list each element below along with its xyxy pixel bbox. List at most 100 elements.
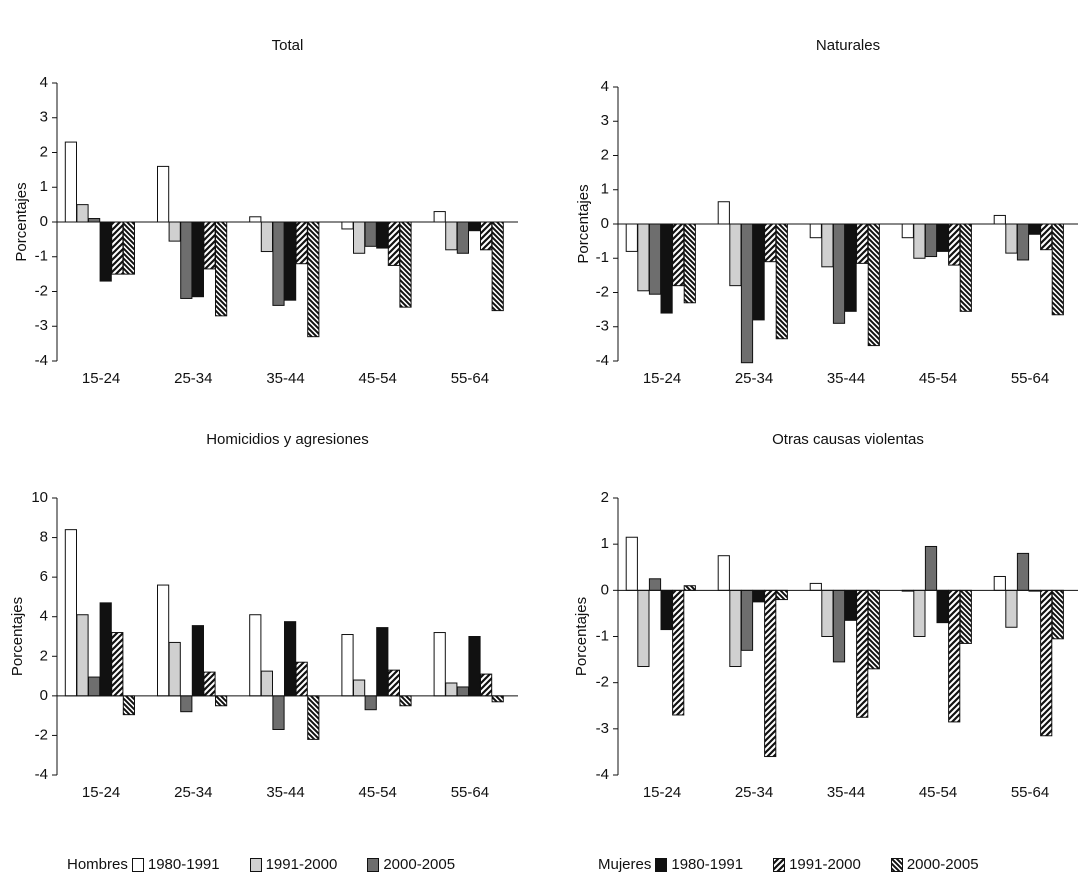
bar-35-44-series-1 [809, 223, 822, 239]
y-tick-label: -3 [596, 720, 609, 737]
chart-panel-1: Total Porcentajes -4 -3 -2 -1 0 1 2 3 4 15-24 25-34 3… [13, 37, 518, 387]
bar-55-64-series-6 [491, 695, 504, 703]
bar-35-44-series-1 [249, 614, 262, 697]
legend-item-hombres-1980-1991: 1980-1991 [131, 856, 220, 873]
bar-45-54-series-1 [901, 223, 914, 239]
legend-item-hombres-2000-2005: 2000-2005 [367, 856, 455, 873]
bar-55-64-series-5 [1040, 223, 1053, 251]
x-tick-label: 15-24 [643, 784, 681, 801]
bar-35-44-series-3 [832, 589, 846, 663]
y-tick-label: -2 [596, 283, 609, 300]
bar-45-54-series-1 [341, 634, 354, 697]
bar-35-44-series-2 [821, 223, 834, 268]
legend-mujeres-label: Mujeres [598, 856, 652, 873]
bar-25-34-series-1 [157, 584, 170, 697]
bar-45-54-series-3 [364, 695, 377, 711]
x-tick-label: 15-24 [643, 370, 681, 387]
chart-title: Total [272, 37, 304, 54]
legend-item-hombres-1991-2000: 1991-2000 [249, 856, 337, 873]
bar-55-64-series-1 [433, 211, 446, 223]
x-tick-label: 55-64 [451, 784, 489, 801]
bar-35-44-series-2 [260, 670, 273, 697]
bar-55-64-series-5 [480, 673, 493, 697]
y-tick-label: -4 [596, 352, 609, 369]
legend-swatch-white [131, 857, 144, 872]
bar-35-44-series-6 [307, 695, 320, 740]
bar-15-24-series-4 [660, 589, 673, 631]
bar-55-64-series-1 [993, 575, 1006, 591]
legend-text: 2000-2005 [906, 856, 979, 873]
y-tick-label: -3 [596, 318, 609, 335]
bar-55-64-series-4 [468, 636, 481, 697]
bar-55-64-series-2 [445, 221, 458, 251]
legend-swatch-fine-hatch [890, 857, 903, 872]
bar-25-34-series-1 [717, 555, 730, 591]
legend-mujeres: Mujeres 1980-1991 1991-2000 2000-2005 [598, 856, 979, 873]
x-tick-label: 25-34 [174, 784, 212, 801]
y-tick-label: 1 [40, 178, 48, 195]
y-tick-label: -2 [35, 726, 48, 743]
bar-35-44-series-5 [295, 661, 308, 697]
y-tick-label: 6 [40, 568, 48, 585]
chart-title: Homicidios y agresiones [206, 431, 369, 448]
legend-swatch-darkgray [367, 857, 380, 872]
bar-25-34-series-1 [717, 201, 730, 225]
chart-title: Naturales [816, 37, 880, 54]
bar-35-44-series-3 [272, 221, 285, 306]
bar-55-64-series-3 [1016, 552, 1030, 591]
bar-25-34-series-2 [168, 641, 181, 697]
bar-55-64-series-6 [491, 221, 504, 312]
bar-15-24-series-6 [683, 585, 696, 591]
y-axis-label: Porcentajes [573, 597, 590, 676]
bar-45-54-series-5 [387, 669, 400, 697]
bar-25-34-series-2 [729, 589, 742, 668]
y-tick-label: 4 [40, 608, 48, 625]
bar-25-34-series-1 [157, 165, 170, 223]
bar-25-34-series-3 [740, 223, 754, 364]
bar-55-64-series-2 [445, 682, 458, 697]
y-tick-label: 8 [40, 529, 48, 546]
bar-35-44-series-4 [844, 589, 857, 621]
bar-35-44-series-5 [295, 221, 308, 265]
legend-text: 1980-1991 [147, 856, 220, 873]
bar-45-54-series-4 [936, 589, 949, 624]
bar-55-64-series-3 [456, 686, 469, 697]
y-axis-label: Porcentajes [575, 184, 592, 263]
x-tick-label: 45-54 [359, 370, 397, 387]
y-tick-label: 1 [601, 181, 609, 198]
y-tick-label: 4 [601, 78, 609, 95]
bar-35-44-series-6 [307, 221, 320, 338]
bar-55-64-series-4 [1028, 223, 1041, 235]
legend-swatch-lightgray [249, 857, 262, 872]
bar-45-54-series-2 [353, 679, 366, 697]
y-tick-label: -4 [35, 352, 48, 369]
y-tick-label: 2 [40, 647, 48, 664]
y-tick-label: 2 [601, 489, 609, 506]
bar-15-24-series-5 [672, 223, 685, 287]
legend-hombres: Hombres 1980-1991 1991-2000 2000-2005 [67, 856, 455, 873]
bar-15-24-series-5 [672, 589, 685, 716]
bar-35-44-series-3 [832, 223, 846, 324]
x-tick-label: 55-64 [1011, 784, 1049, 801]
bar-25-34-series-3 [180, 695, 193, 713]
x-tick-label: 55-64 [451, 370, 489, 387]
bar-25-34-series-3 [740, 589, 754, 651]
y-tick-label: -2 [596, 674, 609, 691]
y-tick-label: -3 [35, 317, 48, 334]
bar-25-34-series-4 [752, 589, 765, 603]
legend-item-mujeres-1991-2000: 1991-2000 [773, 856, 861, 873]
x-tick-label: 25-34 [735, 370, 773, 387]
bar-45-54-series-4 [936, 223, 949, 252]
bar-35-44-series-3 [272, 695, 285, 730]
legend-item-mujeres-2000-2005: 2000-2005 [890, 856, 979, 873]
bar-55-64-series-5 [1040, 589, 1053, 737]
bar-55-64-series-3 [456, 221, 469, 254]
legend-swatch-wide-hatch [773, 857, 786, 872]
bar-45-54-series-3 [924, 545, 938, 591]
bar-25-34-series-5 [764, 589, 777, 758]
bar-35-44-series-5 [856, 223, 869, 264]
bar-55-64-series-4 [468, 221, 481, 232]
bar-55-64-series-2 [1005, 223, 1018, 254]
x-tick-label: 45-54 [919, 784, 957, 801]
